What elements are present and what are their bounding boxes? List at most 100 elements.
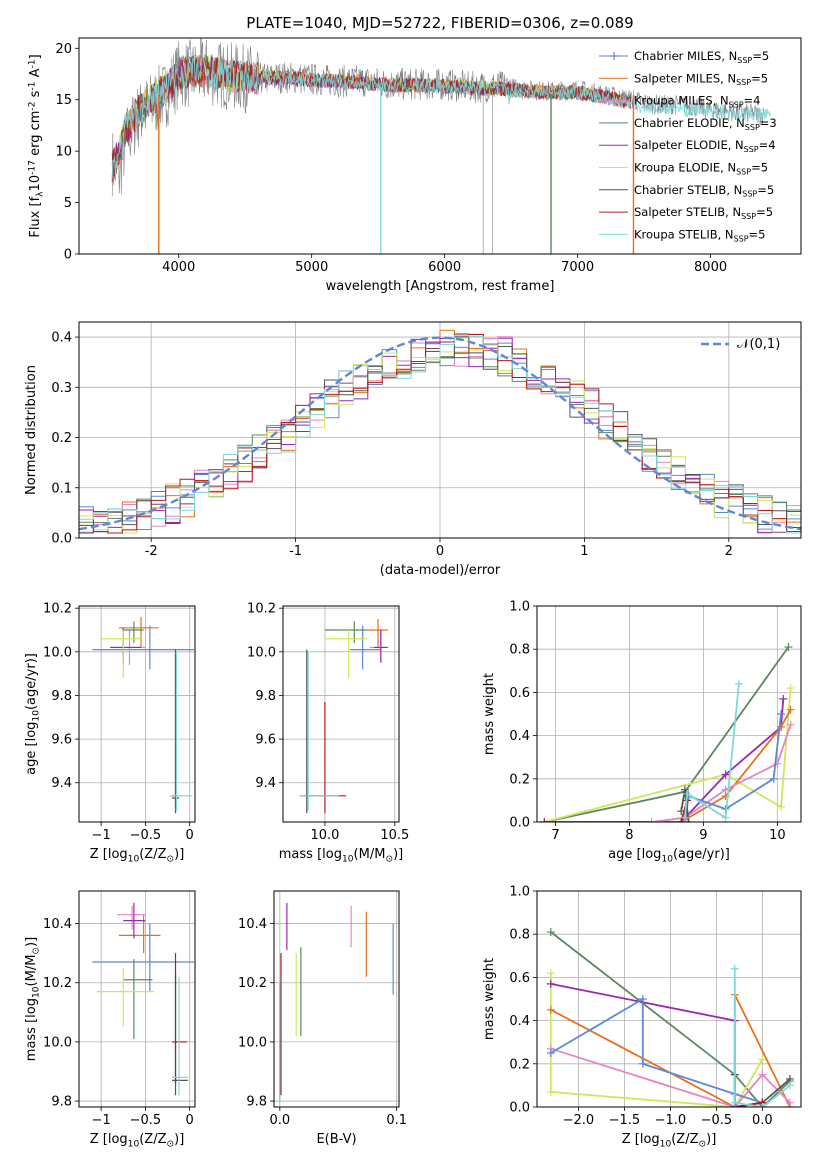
- spectrum-xlabel: wavelength [Angstrom, rest frame]: [326, 279, 555, 294]
- age-vs-Z-plot-area: [92, 616, 195, 814]
- mass-vs-Z-ytick-label-3: 10.4: [43, 917, 72, 932]
- spectrum-xtick-label-4: 8000: [694, 260, 727, 275]
- residual-legend: 𝒩(0,1): [701, 337, 780, 352]
- weight-vs-Z-point-4-2: [758, 1070, 767, 1079]
- weight-vs-age-ytick-label-3: 0.6: [509, 686, 530, 701]
- weight-vs-age-point-4-0: [647, 818, 656, 822]
- weight-vs-age-point-5-3: [769, 774, 778, 783]
- weight-vs-age-point-1-2: [777, 802, 786, 811]
- weight-vs-age-point-2-2: [721, 770, 730, 779]
- weight-vs-age-xtick-label-2: 9: [699, 828, 707, 843]
- spectrum-plot-area: [111, 38, 771, 254]
- weight-vs-Z-frame: [536, 890, 802, 1108]
- weight-vs-Z-panel: −2.0 −1.5 −1.0 −0.5 0.0 0.0 0.2 0.4 0.6 0.8 1.0 Z […: [482, 885, 802, 1149]
- spectrum-legend-label-0: Chabrier MILES, NSSP​=5: [634, 49, 769, 65]
- weight-vs-Z-xtick-label-2: −1.0: [655, 1113, 687, 1128]
- mass-vs-Z-frame: [78, 890, 196, 1108]
- weight-vs-Z-point-1-0: [546, 969, 555, 978]
- mass-vs-ebv-ytick-label-1: 10.0: [238, 1035, 267, 1050]
- residual-hist-4: [79, 337, 801, 533]
- weight-vs-age-frame: [536, 605, 802, 823]
- weight-vs-Z-point-5-2: [638, 1059, 647, 1068]
- weight-vs-Z-point-0-0: [546, 928, 555, 937]
- spectrum-legend-label-7: Salpeter STELIB, NSSP​=5: [634, 205, 773, 221]
- mass-vs-ebv-xtick-label-1: 0.1: [386, 1113, 407, 1128]
- weight-vs-Z-ytick-label-2: 0.4: [509, 1014, 530, 1029]
- residuals-ytick-label-0: 0.0: [51, 532, 72, 547]
- mass-vs-Z-ylabel: mass [log10​(M/M⊙​)]: [24, 937, 41, 1061]
- age-vs-mass-ytick-label-4: 10.2: [247, 602, 276, 617]
- weight-vs-age-line-8: [684, 683, 740, 820]
- weight-vs-Z-line-2: [550, 983, 763, 1107]
- residuals-ytick-label-4: 0.4: [51, 331, 72, 346]
- spectrum-ylabel: Flux [fλ​10-17​ erg cm-2​ s-1​ A-1​]: [27, 54, 45, 237]
- spectrum-xtick-label-2: 6000: [428, 260, 461, 275]
- age-vs-Z-frame: [78, 605, 196, 823]
- spectrum-legend-label-2: Kroupa MILES, NSSP​=4: [634, 94, 760, 110]
- age-vs-mass-ytick-label-2: 9.8: [255, 689, 276, 704]
- weight-vs-age-point-8-1: [683, 789, 692, 798]
- spectrum-xtick-label-3: 7000: [561, 260, 594, 275]
- residuals-ytick-label-1: 0.1: [51, 481, 72, 496]
- weight-vs-Z-point-8-1: [730, 1098, 739, 1107]
- age-vs-Z-xlabel: Z [log10​(Z/Z⊙​)]: [90, 847, 185, 864]
- weight-vs-Z-point-2-0: [546, 979, 555, 988]
- mass-vs-Z-ytick-label-1: 10.0: [43, 1035, 72, 1050]
- spectrum-model-8: [111, 55, 771, 178]
- age-vs-Z-ylabel: age [log10​(age/yr)]: [24, 653, 41, 775]
- weight-vs-Z-point-8-3: [785, 1081, 794, 1090]
- weight-vs-age-line-1: [544, 688, 792, 822]
- age-vs-mass-plot-area: [299, 619, 388, 814]
- weight-vs-age-ylabel: mass weight: [482, 673, 497, 755]
- weight-vs-age-point-7-0: [677, 818, 686, 822]
- mass-vs-ebv-panel: 0.0 0.1 9.8 10.0 10.2 10.4 E(B-V): [238, 890, 407, 1147]
- weight-vs-age-xtick-label-1: 8: [625, 828, 633, 843]
- mass-vs-Z-xtick-label-1: −0.5: [130, 1113, 162, 1128]
- weight-vs-age-point-8-0: [680, 813, 689, 822]
- spectrum-legend: Chabrier MILES, NSSP​=5 Salpeter MILES, N…: [599, 49, 777, 243]
- spectrum-xtick-label-1: 5000: [295, 260, 328, 275]
- age-vs-Z-ytick-label-2: 9.8: [51, 689, 72, 704]
- weight-vs-Z-xtick-label-3: −0.5: [701, 1113, 733, 1128]
- residuals-xtick-label-4: 2: [725, 544, 733, 559]
- mass-vs-Z-xtick-label-0: −1: [92, 1113, 111, 1128]
- spectrum-frame: [78, 37, 802, 255]
- weight-vs-age-point-8-3: [734, 679, 743, 688]
- spectrum-panel: 4000 5000 6000 7000 8000 0 5 10 15 20 wavelength […: [27, 37, 802, 294]
- weight-vs-Z-ytick-label-5: 1.0: [509, 885, 530, 900]
- spectrum-legend-label-8: Kroupa STELIB, NSSP​=5: [634, 227, 765, 243]
- mass-vs-Z-ytick-label-0: 9.8: [51, 1095, 72, 1110]
- residuals-ytick-label-3: 0.3: [51, 381, 72, 396]
- spectrum-legend-label-4: Salpeter ELODIE, NSSP​=4: [634, 138, 776, 154]
- weight-vs-age-point-2-0: [540, 818, 549, 822]
- weight-vs-age-point-3-3: [786, 705, 795, 714]
- spectrum-legend-label-5: Kroupa ELODIE, NSSP​=5: [634, 161, 768, 177]
- residuals-ytick-label-2: 0.2: [51, 431, 72, 446]
- age-vs-Z-ytick-label-4: 10.2: [43, 602, 72, 617]
- weight-vs-age-point-4-4: [786, 720, 795, 729]
- weight-vs-Z-point-8-2: [758, 1103, 767, 1107]
- age-vs-Z-xtick-label-1: −0.5: [130, 828, 162, 843]
- weight-vs-Z-point-1-3: [758, 1055, 767, 1064]
- residual-hist-8: [79, 334, 801, 534]
- age-vs-Z-ytick-label-0: 9.4: [51, 776, 72, 791]
- weight-vs-Z-xtick-label-4: 0.0: [752, 1113, 773, 1128]
- mass-vs-ebv-xlabel: E(B-V): [316, 1132, 356, 1147]
- weight-vs-Z-point-4-3: [785, 1098, 794, 1107]
- weight-vs-Z-xlabel: Z [log10​(Z/Z⊙​)]: [622, 1132, 717, 1149]
- weight-vs-age-xtick-label-0: 7: [551, 828, 559, 843]
- residuals-xtick-label-3: 1: [580, 544, 588, 559]
- age-vs-mass-ytick-label-1: 9.6: [255, 733, 276, 748]
- mass-vs-ebv-xtick-label-0: 0.0: [269, 1113, 290, 1128]
- spectrum-legend-label-3: Chabrier ELODIE, NSSP​=3: [634, 116, 777, 132]
- spectrum-legend-marker-0: [610, 52, 618, 60]
- residual-legend-label: 𝒩(0,1): [737, 337, 780, 352]
- spectrum-xtick-label-0: 4000: [162, 260, 195, 275]
- age-vs-mass-xlabel: mass [log10​(M/M⊙​)]: [279, 847, 403, 864]
- mass-vs-Z-xtick-label-2: 0: [186, 1113, 194, 1128]
- spectrum-ytick-label-2: 10: [55, 145, 72, 160]
- weight-vs-age-point-0-2: [784, 643, 793, 652]
- age-vs-Z-xtick-label-0: −1: [92, 828, 111, 843]
- age-vs-mass-frame: [282, 605, 400, 823]
